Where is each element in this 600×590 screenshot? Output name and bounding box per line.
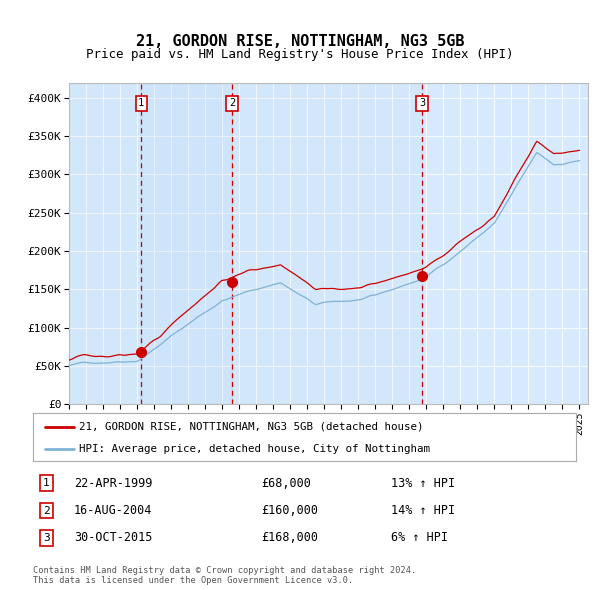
Text: 22-APR-1999: 22-APR-1999 [74,477,152,490]
Text: 1: 1 [138,99,145,109]
Text: 2: 2 [43,506,50,516]
Text: HPI: Average price, detached house, City of Nottingham: HPI: Average price, detached house, City… [79,444,430,454]
Text: 21, GORDON RISE, NOTTINGHAM, NG3 5GB (detached house): 21, GORDON RISE, NOTTINGHAM, NG3 5GB (de… [79,421,424,431]
Text: Price paid vs. HM Land Registry's House Price Index (HPI): Price paid vs. HM Land Registry's House … [86,48,514,61]
Text: £168,000: £168,000 [261,532,318,545]
Bar [142,83,232,404]
Bar [69,83,142,404]
Text: 6% ↑ HPI: 6% ↑ HPI [391,532,448,545]
Text: 3: 3 [43,533,50,543]
Text: Contains HM Land Registry data © Crown copyright and database right 2024.
This d: Contains HM Land Registry data © Crown c… [33,566,416,585]
Text: £160,000: £160,000 [261,504,318,517]
Text: 3: 3 [419,99,425,109]
Text: 2: 2 [229,99,235,109]
Text: 1: 1 [43,478,50,488]
Text: 14% ↑ HPI: 14% ↑ HPI [391,504,455,517]
Text: 13% ↑ HPI: 13% ↑ HPI [391,477,455,490]
Text: £68,000: £68,000 [261,477,311,490]
Text: 30-OCT-2015: 30-OCT-2015 [74,532,152,545]
Text: 16-AUG-2004: 16-AUG-2004 [74,504,152,517]
Text: 21, GORDON RISE, NOTTINGHAM, NG3 5GB: 21, GORDON RISE, NOTTINGHAM, NG3 5GB [136,34,464,49]
Bar [422,83,588,404]
Bar [232,83,422,404]
